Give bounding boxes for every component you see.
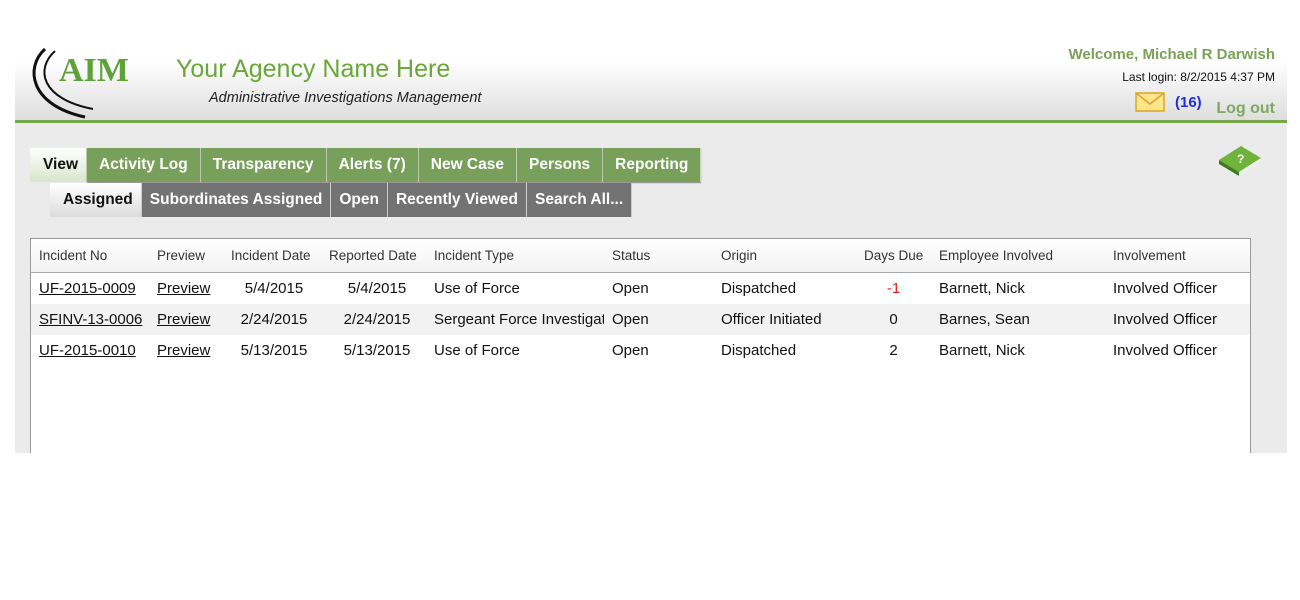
cell-incident-date: 5/13/2015 <box>240 342 308 359</box>
incident-link[interactable]: UF-2015-0009 <box>39 280 136 297</box>
tab-alerts[interactable]: Alerts (7) <box>326 148 419 182</box>
cases-grid: Incident No Preview Incident Date Report… <box>30 238 1251 453</box>
tab-view[interactable]: View <box>30 148 88 182</box>
cell-involvement: Involved Officer <box>1113 342 1217 359</box>
col-origin[interactable]: Origin <box>713 239 856 273</box>
preview-link[interactable]: Preview <box>157 311 211 328</box>
tab-transparency[interactable]: Transparency <box>200 148 327 182</box>
days-due-value: 0 <box>889 311 898 328</box>
col-incident-no[interactable]: Incident No <box>31 239 149 273</box>
app-subtitle: Administrative Investigations Management <box>209 90 482 106</box>
days-due-value: 2 <box>889 342 898 359</box>
cell-preview: Preview <box>149 273 223 305</box>
cell-incident-date: 5/4/2015 <box>244 280 304 297</box>
tab-new-case[interactable]: New Case <box>418 148 517 182</box>
subtab-recently-viewed[interactable]: Recently Viewed <box>387 183 527 217</box>
col-incident-type[interactable]: Incident Type <box>429 239 604 273</box>
cell-preview: Preview <box>149 335 223 366</box>
col-involvement[interactable]: Involvement <box>1105 239 1250 273</box>
cell-incident-no: SFINV-13-0006 <box>31 304 149 335</box>
cell-origin: Dispatched <box>721 342 797 359</box>
col-days-due[interactable]: Days Due <box>856 239 931 273</box>
tab-reporting[interactable]: Reporting <box>603 148 702 182</box>
cell-employee-involved: Barnett, Nick <box>939 280 1025 297</box>
cell-involvement: Involved Officer <box>1113 280 1217 297</box>
last-login: Last login: 8/2/2015 4:37 PM <box>1122 70 1275 84</box>
subtab-subordinates-assigned[interactable]: Subordinates Assigned <box>141 183 332 217</box>
col-reported-date[interactable]: Reported Date <box>325 239 429 273</box>
cell-days-due: -1 <box>856 273 931 305</box>
main-tabs: View Activity Log Transparency Alerts (7… <box>30 148 702 182</box>
cell-employee-involved: Barnes, Sean <box>931 304 1105 335</box>
tab-persons[interactable]: Persons <box>516 148 604 182</box>
sub-tabs: Assigned Subordinates Assigned Open Rece… <box>50 183 633 217</box>
cell-origin: Dispatched <box>721 280 797 297</box>
table-header-row: Incident No Preview Incident Date Report… <box>31 239 1250 273</box>
cell-incident-no: UF-2015-0009 <box>31 273 149 305</box>
logout-link[interactable]: Log out <box>1216 100 1275 117</box>
cell-incident-type: Use of Force <box>434 342 520 359</box>
cell-reported-date: 2/24/2015 <box>325 304 429 335</box>
table-row[interactable]: UF-2015-0009 Preview 5/4/2015 5/4/2015 Use o… <box>31 273 1250 305</box>
cell-reported-date: 5/13/2015 <box>343 342 411 359</box>
cell-employee-involved: Barnett, Nick <box>939 342 1025 359</box>
cell-involvement: Involved Officer <box>1105 304 1250 335</box>
days-due-value: -1 <box>886 280 901 297</box>
message-count[interactable]: (16) <box>1175 94 1202 111</box>
table-row[interactable]: UF-2015-0010 Preview 5/13/2015 5/13/2015 Use… <box>31 335 1250 366</box>
envelope-icon[interactable] <box>1135 92 1165 112</box>
page: AIM Your Agency Name Here Administrative… <box>15 35 1287 453</box>
cases-table: Incident No Preview Incident Date Report… <box>31 239 1250 366</box>
svg-text:AIM: AIM <box>59 52 129 89</box>
col-employee-involved[interactable]: Employee Involved <box>931 239 1105 273</box>
cell-incident-no: UF-2015-0010 <box>31 335 149 366</box>
cell-status: Open <box>604 304 713 335</box>
svg-text:?: ? <box>1237 152 1244 166</box>
subtab-assigned[interactable]: Assigned <box>50 183 142 217</box>
cell-incident-type: Sergeant Force Investigation <box>429 304 604 335</box>
cell-preview: Preview <box>149 304 223 335</box>
cell-days-due: 2 <box>856 335 931 366</box>
col-preview[interactable]: Preview <box>149 239 223 273</box>
cell-status: Open <box>612 342 649 359</box>
cell-reported-date: 5/4/2015 <box>347 280 407 297</box>
incident-link[interactable]: SFINV-13-0006 <box>39 311 143 328</box>
subtab-search-all[interactable]: Search All... <box>527 183 633 217</box>
subtab-open[interactable]: Open <box>331 183 388 217</box>
cell-incident-type: Use of Force <box>434 280 520 297</box>
incident-link[interactable]: UF-2015-0010 <box>39 342 136 359</box>
welcome-text: Welcome, Michael R Darwish <box>1068 46 1275 63</box>
aim-logo: AIM <box>32 47 129 119</box>
cell-origin: Officer Initiated <box>713 304 856 335</box>
col-status[interactable]: Status <box>604 239 713 273</box>
cell-incident-date: 2/24/2015 <box>223 304 325 335</box>
help-book-icon[interactable]: ? <box>1215 142 1263 178</box>
preview-link[interactable]: Preview <box>157 342 211 359</box>
cell-days-due: 0 <box>856 304 931 335</box>
preview-link[interactable]: Preview <box>157 280 211 297</box>
tab-activity-log[interactable]: Activity Log <box>87 148 201 182</box>
col-incident-date[interactable]: Incident Date <box>223 239 325 273</box>
table-row[interactable]: SFINV-13-0006 Preview 2/24/2015 2/24/2015 Se… <box>31 304 1250 335</box>
header: AIM Your Agency Name Here Administrative… <box>15 35 1287 123</box>
cell-status: Open <box>612 280 649 297</box>
agency-name: Your Agency Name Here <box>176 55 451 83</box>
